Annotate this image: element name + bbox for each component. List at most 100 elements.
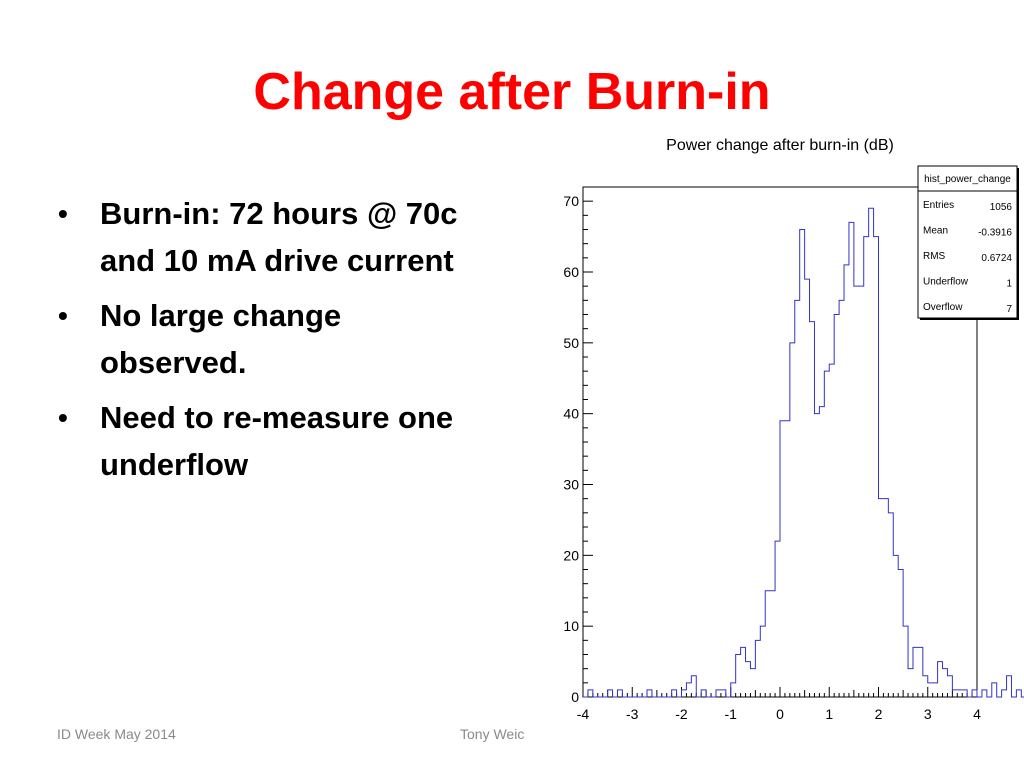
stats-row-value: 1056 <box>990 202 1013 213</box>
histogram-bin <box>854 286 859 697</box>
x-tick-label: 3 <box>924 706 932 722</box>
histogram-bin <box>962 690 967 697</box>
histogram-bin <box>898 570 903 698</box>
histogram-bin <box>834 315 839 698</box>
histogram-bin <box>750 669 755 697</box>
histogram-bin <box>938 662 943 697</box>
histogram-bin <box>800 230 805 698</box>
x-tick-label: -2 <box>675 706 688 722</box>
histogram-bin <box>952 690 957 697</box>
histogram-bin <box>908 669 913 697</box>
histogram-bin <box>819 407 824 697</box>
histogram-bin <box>814 414 819 697</box>
histogram-bin <box>888 513 893 697</box>
x-tick-label: 0 <box>776 706 784 722</box>
stats-row-label: Overflow <box>923 302 963 313</box>
histogram-bin <box>760 626 765 697</box>
histogram-bin <box>755 640 760 697</box>
stats-box-name: hist_power_change <box>924 174 1011 185</box>
histogram-bin <box>928 683 933 697</box>
histogram-outline <box>583 207 1024 698</box>
bullet-item: • No large change observed. <box>58 292 458 386</box>
bullet-list: • Burn-in: 72 hours @ 70c and 10 mA drive… <box>58 190 458 496</box>
histogram-bin <box>859 286 864 697</box>
stats-row-value: 0.6724 <box>981 253 1012 264</box>
histogram-bin <box>810 322 815 697</box>
histogram-bin <box>608 690 613 697</box>
bullet-text: No large change observed. <box>100 298 342 380</box>
stats-row-label: Mean <box>923 226 948 237</box>
y-tick-label: 50 <box>563 335 579 351</box>
y-tick-label: 40 <box>563 406 579 422</box>
bullet-dot-icon: • <box>58 402 68 433</box>
footer-date: ID Week May 2014 <box>57 726 176 742</box>
histogram-bin <box>913 647 918 697</box>
histogram-bin <box>716 690 721 697</box>
histogram-bin <box>1007 676 1012 697</box>
histogram-bin <box>824 371 829 697</box>
histogram-bin <box>731 683 736 697</box>
x-tick-label: 1 <box>825 706 833 722</box>
stats-box <box>917 165 1018 319</box>
histogram-bin <box>874 237 879 697</box>
histogram-bin <box>790 343 795 697</box>
histogram-bin <box>972 690 977 697</box>
bullet-dot-icon: • <box>58 198 68 229</box>
y-tick-label: 0 <box>571 689 579 705</box>
histogram-bin <box>1016 690 1021 697</box>
histogram-bin <box>672 690 677 697</box>
bullet-item: • Burn-in: 72 hours @ 70c and 10 mA drive… <box>58 190 458 284</box>
x-tick-label: 4 <box>973 706 981 722</box>
histogram-bin <box>647 690 652 697</box>
histogram-bin <box>588 690 593 697</box>
histogram-bin <box>721 690 726 697</box>
histogram-bin <box>943 669 948 697</box>
histogram-bin <box>736 655 741 698</box>
stats-row-label: Entries <box>923 200 954 211</box>
histogram-bin <box>982 690 987 697</box>
histogram-bin <box>829 364 834 697</box>
stats-row-value: 7 <box>1006 304 1012 315</box>
histogram-bin <box>805 279 810 697</box>
stats-row-label: Underflow <box>923 277 969 288</box>
histogram-bin <box>701 690 706 697</box>
histogram-bin <box>741 647 746 697</box>
histogram-bin <box>879 499 884 697</box>
bullet-dot-icon: • <box>58 300 68 331</box>
bullet-text: Need to re-measure one underflow <box>100 400 454 482</box>
histogram-bin <box>864 237 869 697</box>
stats-row-label: RMS <box>923 251 946 262</box>
histogram-bin <box>746 662 751 697</box>
histogram-bin <box>947 676 952 697</box>
histogram-bin <box>903 626 908 697</box>
bullet-text: Burn-in: 72 hours @ 70c and 10 mA drive … <box>100 196 458 278</box>
y-tick-label: 60 <box>563 264 579 280</box>
y-tick-label: 70 <box>563 193 579 209</box>
x-tick-label: -1 <box>725 706 738 722</box>
slide-title: Change after Burn-in <box>253 63 771 121</box>
histogram-bin <box>780 421 785 697</box>
stats-row-value: -0.3916 <box>978 228 1012 239</box>
histogram-bin <box>893 555 898 697</box>
histogram-bin <box>839 300 844 697</box>
y-tick-label: 10 <box>563 618 579 634</box>
histogram-bin <box>765 591 770 697</box>
histogram-bin <box>883 499 888 697</box>
y-tick-label: 30 <box>563 477 579 493</box>
histogram-bin <box>849 222 854 697</box>
histogram-bin <box>844 265 849 697</box>
bullet-item: • Need to re-measure one underflow <box>58 394 458 488</box>
x-tick-label: -3 <box>626 706 639 722</box>
histogram-bin <box>869 208 874 697</box>
histogram-bin <box>770 591 775 697</box>
histogram-bin <box>923 676 928 697</box>
histogram-bin <box>918 647 923 697</box>
histogram-bin <box>957 690 962 697</box>
histogram-bin <box>686 683 691 697</box>
footer-author: Tony Weic <box>460 726 525 742</box>
stats-row-value: 1 <box>1006 279 1012 290</box>
y-tick-label: 20 <box>563 547 579 563</box>
histogram-bin <box>795 300 800 697</box>
histogram-bin <box>992 683 997 697</box>
